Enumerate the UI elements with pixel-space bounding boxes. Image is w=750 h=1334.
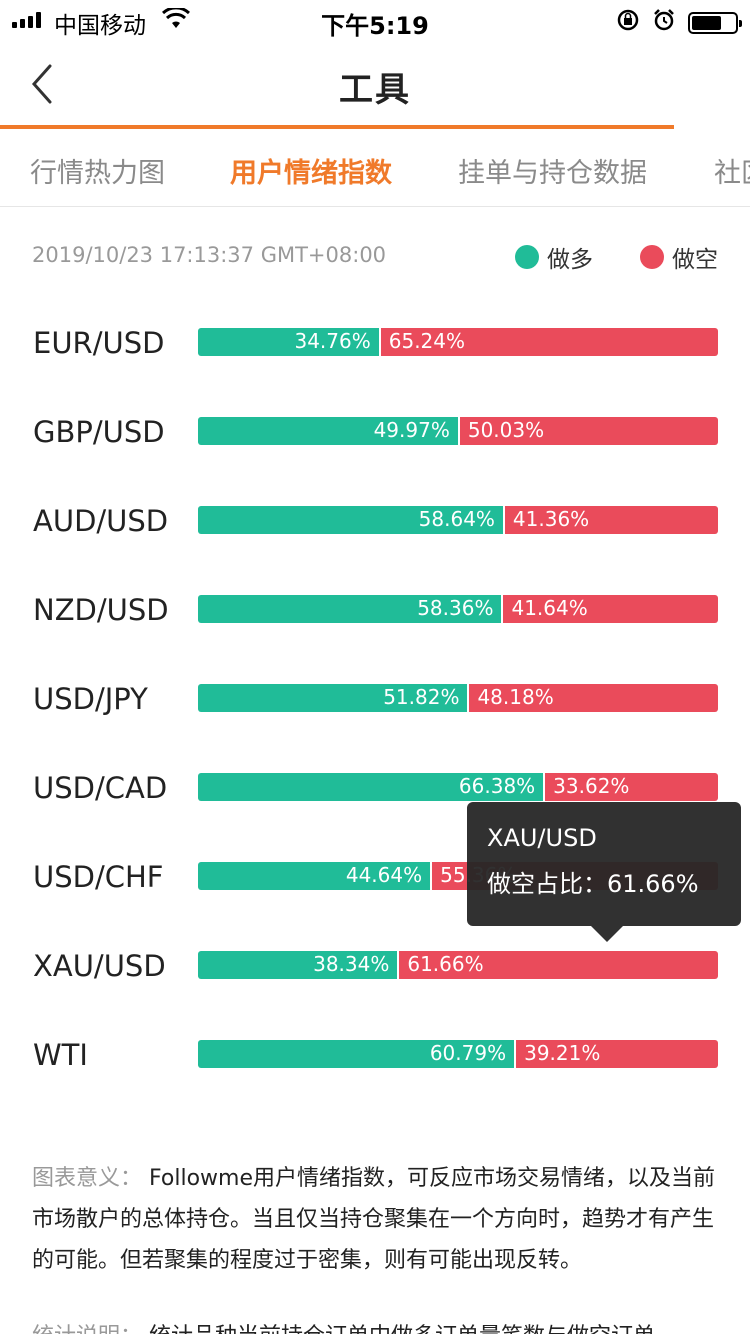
long-value-label: 58.64%: [418, 507, 495, 531]
bar-long[interactable]: 49.97%: [198, 417, 458, 445]
sentiment-bar[interactable]: 58.64% 41.36%: [198, 506, 718, 534]
bar-long[interactable]: 60.79%: [198, 1040, 515, 1068]
bar-short[interactable]: 48.18%: [467, 684, 718, 712]
tooltip-title: XAU/USD: [487, 824, 597, 852]
bar-short[interactable]: 33.62%: [543, 773, 718, 801]
legend-long-dot: [515, 245, 539, 269]
long-value-label: 38.34%: [313, 952, 390, 976]
legend-short: 做空: [640, 240, 718, 274]
bar-long[interactable]: 38.34%: [198, 951, 398, 979]
chart-row[interactable]: GBP/USD 49.97% 50.03%: [0, 415, 750, 457]
category-label: NZD/USD: [33, 593, 169, 627]
statistics-note: 统计说明： 统计品种当前持仓订单中做多订单量笔数与做空订单: [32, 1318, 722, 1334]
tab-heatmap[interactable]: 行情热力图: [30, 158, 165, 189]
battery-icon: [688, 12, 742, 34]
sentiment-bar[interactable]: 58.36% 41.64%: [198, 595, 718, 623]
description-text: Followme用户情绪指数，可反应市场交易情绪，以及当前市场散户的总体持仓。当…: [32, 1166, 715, 1273]
statistics-label: 统计说明：: [32, 1324, 142, 1334]
description-label: 图表意义：: [32, 1166, 143, 1191]
chart-row[interactable]: USD/JPY 51.82% 48.18%: [0, 682, 750, 724]
chart-row[interactable]: USD/CAD 66.38% 33.62%: [0, 771, 750, 813]
signal-icon: [12, 12, 41, 28]
category-label: AUD/USD: [33, 504, 169, 538]
sentiment-bar[interactable]: 34.76% 65.24%: [198, 328, 718, 356]
long-value-label: 49.97%: [373, 418, 450, 442]
bar-short[interactable]: 61.66%: [397, 951, 718, 979]
tab-orders-positions[interactable]: 挂单与持仓数据: [458, 158, 647, 189]
long-value-label: 60.79%: [429, 1041, 507, 1065]
sentiment-bar[interactable]: 49.97% 50.03%: [198, 417, 718, 445]
long-value-label: 44.64%: [345, 863, 423, 887]
chevron-left-icon: [31, 64, 52, 104]
short-value-label: 65.24%: [388, 329, 466, 353]
legend-long: 做多: [515, 240, 593, 274]
short-value-label: 50.03%: [467, 418, 545, 442]
bar-long[interactable]: 66.38%: [198, 773, 544, 801]
long-value-label: 34.76%: [294, 329, 371, 353]
bar-short[interactable]: 39.21%: [514, 1040, 718, 1068]
chart-row[interactable]: EUR/USD 34.76% 65.24%: [0, 326, 750, 368]
chart-row[interactable]: NZD/USD 58.36% 41.64%: [0, 593, 750, 635]
wifi-icon: [161, 6, 191, 36]
statistics-text: 统计品种当前持仓订单中做多订单量笔数与做空订单: [149, 1324, 655, 1334]
tooltip-text: 做空占比：61.66%: [487, 870, 699, 898]
sentiment-bar[interactable]: 38.34% 61.66%: [198, 951, 718, 979]
alarm-icon: [652, 8, 676, 38]
bar-long[interactable]: 58.64%: [198, 506, 503, 534]
bar-short[interactable]: 65.24%: [378, 328, 718, 356]
short-value-label: 48.18%: [477, 685, 554, 709]
nav-bar: 工具: [0, 40, 750, 128]
tab-community[interactable]: 社区: [714, 158, 750, 189]
rotation-lock-icon: [616, 8, 640, 38]
long-value-label: 66.38%: [458, 774, 536, 798]
legend-short-label: 做空: [672, 247, 718, 273]
chart-row[interactable]: WTI 60.79% 39.21%: [0, 1038, 750, 1080]
bar-long[interactable]: 44.64%: [198, 862, 431, 890]
legend-long-label: 做多: [547, 247, 593, 273]
category-label: EUR/USD: [33, 326, 165, 360]
chart-row[interactable]: XAU/USD 38.34% 61.66%: [0, 949, 750, 991]
legend-short-dot: [640, 245, 664, 269]
long-value-label: 58.36%: [417, 596, 494, 620]
chart-row[interactable]: AUD/USD 58.64% 41.36%: [0, 504, 750, 546]
category-label: USD/CHF: [33, 860, 164, 894]
short-value-label: 33.62%: [553, 774, 630, 798]
category-label: XAU/USD: [33, 949, 166, 983]
status-time: 下午5:19: [321, 12, 429, 40]
bar-long[interactable]: 51.82%: [198, 684, 468, 712]
back-button[interactable]: [24, 62, 64, 106]
tab-sentiment-index[interactable]: 用户情绪指数: [230, 158, 392, 189]
short-value-label: 61.66%: [407, 952, 484, 976]
tab-bar: 行情热力图 用户情绪指数 挂单与持仓数据 社区: [0, 129, 750, 207]
long-value-label: 51.82%: [383, 685, 460, 709]
carrier-name: 中国移动: [54, 13, 146, 39]
short-value-label: 41.64%: [511, 596, 588, 620]
bar-short[interactable]: 50.03%: [457, 417, 718, 445]
sentiment-bar[interactable]: 51.82% 48.18%: [198, 684, 718, 712]
bar-long[interactable]: 34.76%: [198, 328, 379, 356]
data-timestamp: 2019/10/23 17:13:37 GMT+08:00: [32, 243, 387, 267]
category-label: WTI: [33, 1038, 88, 1072]
category-label: GBP/USD: [33, 415, 165, 449]
category-label: USD/JPY: [33, 682, 148, 716]
bar-long[interactable]: 58.36%: [198, 595, 502, 623]
bar-short[interactable]: 41.64%: [501, 595, 718, 623]
chart-description: 图表意义： Followme用户情绪指数，可反应市场交易情绪，以及当前市场散户的…: [32, 1158, 722, 1281]
sentiment-bar[interactable]: 66.38% 33.62%: [198, 773, 718, 801]
bar-short[interactable]: 41.36%: [502, 506, 718, 534]
status-bar: 中国移动 下午5:19: [0, 0, 750, 40]
sentiment-bar[interactable]: 60.79% 39.21%: [198, 1040, 718, 1068]
page-title: 工具: [339, 70, 411, 110]
short-value-label: 39.21%: [524, 1041, 601, 1065]
loading-progress-line: [0, 125, 674, 129]
short-value-label: 41.36%: [512, 507, 590, 531]
category-label: USD/CAD: [33, 771, 168, 805]
chart-tooltip: XAU/USD 做空占比：61.66%: [467, 802, 741, 942]
